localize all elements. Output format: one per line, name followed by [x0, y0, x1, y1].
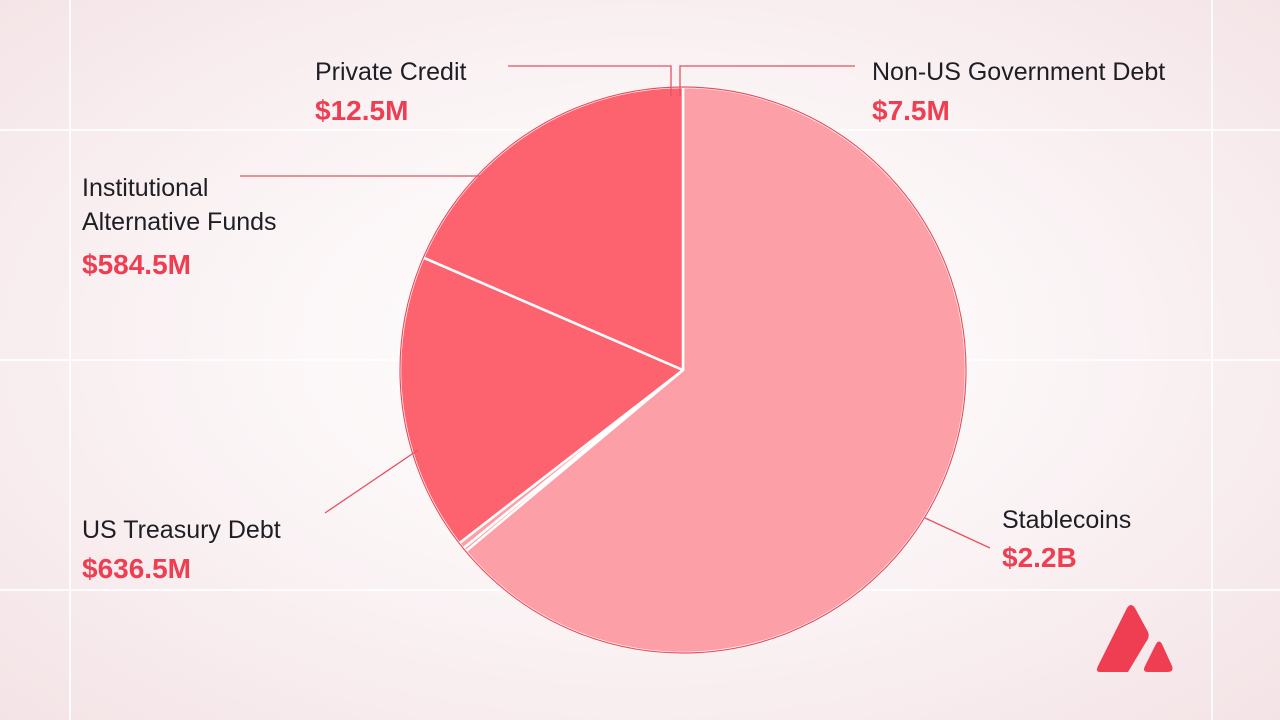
slice-label-institutional-line-2: Alternative Funds: [82, 208, 277, 236]
avalanche-logo-icon: [1096, 605, 1173, 672]
slice-label-private-credit: Private Credit: [315, 58, 466, 86]
slice-label-stablecoins: Stablecoins: [1002, 506, 1131, 534]
slice-value-private-credit: $12.5M: [315, 95, 408, 126]
slice-label-us-treasury-debt: US Treasury Debt: [82, 516, 281, 544]
leader-line-stablecoins: [924, 517, 991, 549]
label-private-credit: Private Credit $12.5M: [315, 58, 672, 126]
label-us-treasury-debt: US Treasury Debt $636.5M: [82, 449, 419, 584]
pie-slices: [398, 85, 968, 655]
slice-value-stablecoins: $2.2B: [1002, 542, 1077, 573]
slice-value-us-treasury-debt: $636.5M: [82, 553, 191, 584]
slice-value-non-us-government-debt: $7.5M: [872, 95, 950, 126]
label-institutional-alternative-funds: Institutional Alternative Funds $584.5M: [82, 174, 480, 280]
label-non-us-government-debt: Non-US Government Debt $7.5M: [679, 58, 1165, 126]
label-stablecoins: Stablecoins $2.2B: [924, 506, 1131, 573]
leader-line-private-credit: [508, 65, 672, 96]
pie-outline: [399, 86, 967, 654]
slice-label-non-us-government-debt: Non-US Government Debt: [872, 58, 1165, 86]
slice-value-institutional-alternative-funds: $584.5M: [82, 249, 191, 280]
slice-label-institutional-line-1: Institutional: [82, 174, 208, 202]
leader-line-non-us-government-debt: [679, 65, 855, 96]
leader-line-us-treasury-debt: [324, 449, 419, 514]
